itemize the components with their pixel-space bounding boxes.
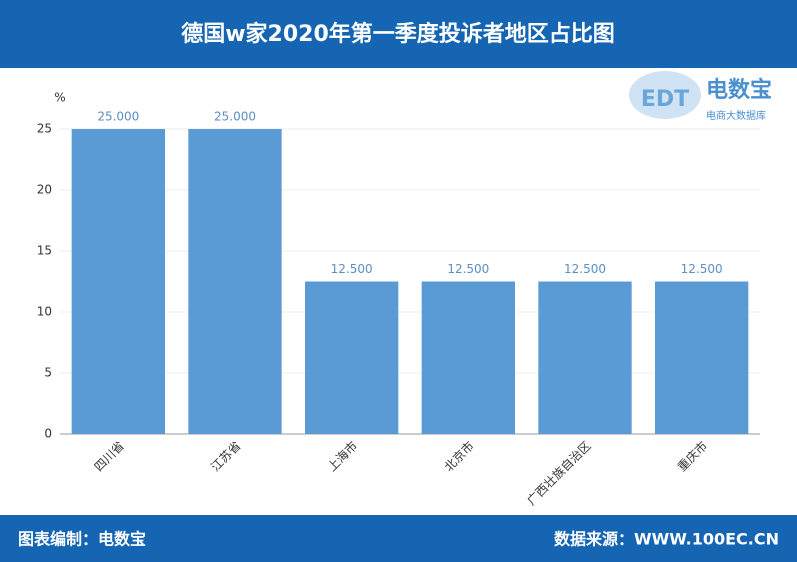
y-tick-label: 0 [44, 427, 52, 441]
bar [188, 129, 282, 434]
y-tick-label: 15 [37, 244, 52, 258]
bar [421, 281, 515, 434]
footer-bar [0, 515, 797, 562]
y-tick-label: 10 [37, 305, 52, 319]
logo: EDT 电数宝 电商大数据库 [629, 71, 772, 122]
bar [655, 281, 749, 434]
logo-cloud [629, 71, 701, 119]
title-bar [0, 0, 797, 68]
value-label: 12.500 [681, 262, 723, 276]
value-label: 25.000 [97, 110, 139, 124]
value-label: 12.500 [564, 262, 606, 276]
value-label: 25.000 [214, 110, 256, 124]
logo-tagline: 电商大数据库 [706, 109, 766, 122]
logo-name: 电数宝 [706, 77, 772, 103]
y-axis-label: % [54, 91, 65, 105]
y-tick-label: 20 [37, 183, 52, 197]
footer-left: 图表编制：电数宝 [18, 530, 146, 549]
logo-mark: EDT [641, 87, 689, 112]
bar [538, 281, 632, 434]
bar [71, 129, 165, 434]
footer-right: 数据来源：WWW.100EC.CN [554, 530, 779, 549]
y-tick-label: 5 [44, 366, 52, 380]
y-tick-label: 25 [37, 122, 52, 136]
value-label: 12.500 [447, 262, 489, 276]
chart-title: 德国w家2020年第一季度投诉者地区占比图 [181, 21, 615, 47]
value-label: 12.500 [331, 262, 373, 276]
bar [305, 281, 399, 434]
